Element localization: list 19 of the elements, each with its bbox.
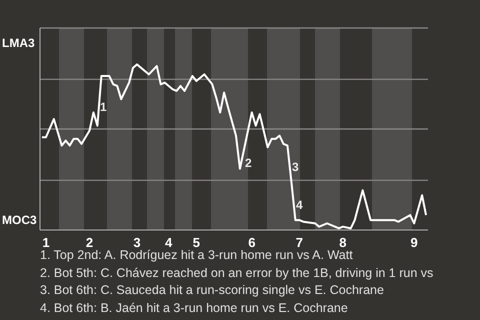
x-tick-label: 6 (248, 235, 256, 250)
x-tick-label: 8 (339, 235, 346, 250)
text: 4. Bot 6th: B. Jaén hit a 3-run home run vs E. Cochrane (40, 300, 349, 316)
text: 1. Top 2nd: A. Rodríguez hit a 3-run home run vs A. Watt (40, 248, 353, 262)
annotation: 3 (292, 160, 299, 174)
x-tick-label: 1 (42, 235, 50, 250)
x-tick-label: 2 (86, 235, 94, 250)
annotation: 4 (296, 198, 303, 212)
x-tick-label: 9 (410, 235, 418, 250)
text: 2. Bot 5th: C. Chávez reached on an error by the 1B, driving in 1 run vs (40, 264, 434, 282)
text: MOC3 (2, 213, 37, 227)
annotation: 2 (245, 156, 252, 170)
text: LMA3 (2, 36, 35, 50)
text: 3. Bot 6th: C. Sauceda hit a run-scoring single vs E. Cochrane (40, 282, 385, 299)
annotation: 1 (100, 100, 107, 114)
x-tick-label: 4 (165, 235, 174, 250)
x-tick-label: 3 (133, 235, 141, 250)
x-tick-label: 7 (296, 235, 303, 250)
x-tick-label: 5 (192, 235, 200, 250)
